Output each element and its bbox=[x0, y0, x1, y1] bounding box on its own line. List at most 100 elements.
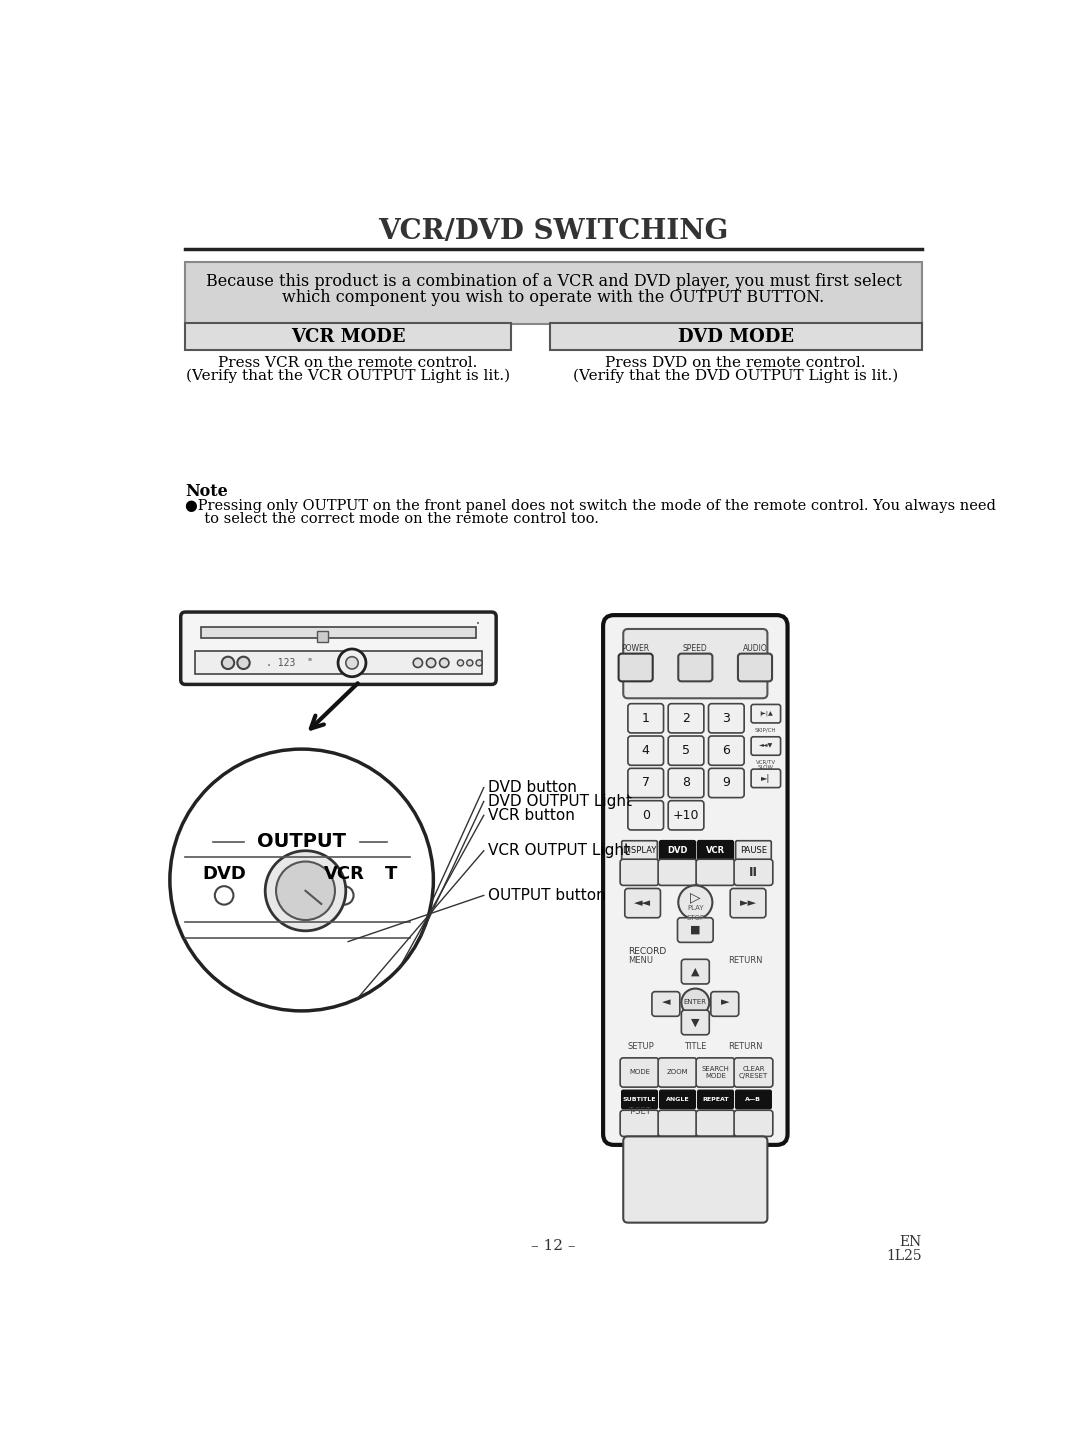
FancyBboxPatch shape bbox=[658, 1058, 697, 1087]
Text: MENU: MENU bbox=[627, 957, 653, 965]
Circle shape bbox=[458, 659, 463, 666]
FancyBboxPatch shape bbox=[678, 654, 713, 681]
Text: VCR button: VCR button bbox=[488, 808, 575, 822]
Circle shape bbox=[346, 656, 359, 669]
Text: |►|▲: |►|▲ bbox=[759, 711, 772, 716]
Circle shape bbox=[266, 851, 346, 931]
FancyBboxPatch shape bbox=[658, 859, 697, 885]
Text: •: • bbox=[475, 622, 480, 628]
Text: VCR MODE: VCR MODE bbox=[291, 327, 405, 346]
Text: MODE: MODE bbox=[629, 1070, 650, 1075]
Circle shape bbox=[221, 656, 234, 669]
Text: 7: 7 bbox=[642, 776, 650, 789]
FancyBboxPatch shape bbox=[669, 801, 704, 829]
Text: 4: 4 bbox=[642, 744, 650, 756]
Text: ▷: ▷ bbox=[690, 891, 701, 905]
Circle shape bbox=[335, 887, 353, 905]
Text: . 123  ": . 123 " bbox=[267, 658, 313, 668]
Text: PAUSE: PAUSE bbox=[740, 847, 767, 855]
Text: ■: ■ bbox=[690, 925, 701, 935]
Text: DVD: DVD bbox=[667, 847, 688, 855]
Text: Press VCR on the remote control.: Press VCR on the remote control. bbox=[218, 356, 477, 369]
Text: Note: Note bbox=[186, 483, 228, 499]
FancyBboxPatch shape bbox=[622, 1090, 658, 1108]
Text: RETURN: RETURN bbox=[728, 1042, 762, 1051]
Text: REPEAT: REPEAT bbox=[702, 1097, 729, 1103]
Text: – 12 –: – 12 – bbox=[531, 1238, 576, 1253]
FancyBboxPatch shape bbox=[660, 841, 696, 861]
Circle shape bbox=[338, 649, 366, 676]
Circle shape bbox=[467, 659, 473, 666]
Bar bbox=[550, 323, 921, 350]
FancyBboxPatch shape bbox=[627, 801, 663, 829]
FancyBboxPatch shape bbox=[735, 1090, 771, 1108]
Text: 8: 8 bbox=[683, 776, 690, 789]
FancyBboxPatch shape bbox=[622, 841, 658, 861]
Text: Press DVD on the remote control.: Press DVD on the remote control. bbox=[606, 356, 866, 369]
FancyBboxPatch shape bbox=[734, 1110, 773, 1137]
Text: VCR: VCR bbox=[706, 847, 725, 855]
Text: 1L25: 1L25 bbox=[886, 1248, 921, 1263]
Text: DISPLAY: DISPLAY bbox=[622, 847, 657, 855]
Circle shape bbox=[170, 749, 433, 1011]
FancyBboxPatch shape bbox=[620, 859, 659, 885]
Text: ◄: ◄ bbox=[662, 998, 670, 1007]
Text: ANGLE: ANGLE bbox=[665, 1097, 689, 1103]
FancyBboxPatch shape bbox=[660, 1090, 696, 1108]
Text: ENTER: ENTER bbox=[684, 1000, 706, 1005]
Circle shape bbox=[427, 658, 435, 668]
Text: ▲: ▲ bbox=[691, 967, 700, 977]
Text: RECORD: RECORD bbox=[627, 947, 666, 957]
FancyBboxPatch shape bbox=[751, 769, 781, 788]
FancyBboxPatch shape bbox=[734, 1058, 773, 1087]
Text: ●Pressing only OUTPUT on the front panel does not switch the mode of the remote : ●Pressing only OUTPUT on the front panel… bbox=[186, 499, 996, 513]
Circle shape bbox=[276, 861, 335, 919]
FancyBboxPatch shape bbox=[711, 991, 739, 1017]
Circle shape bbox=[476, 659, 482, 666]
FancyBboxPatch shape bbox=[652, 991, 679, 1017]
Text: OUTPUT: OUTPUT bbox=[257, 832, 346, 851]
FancyBboxPatch shape bbox=[751, 705, 781, 724]
FancyBboxPatch shape bbox=[620, 1058, 659, 1087]
Text: SLOW: SLOW bbox=[758, 765, 774, 771]
Text: ►: ► bbox=[720, 998, 729, 1007]
Text: SEARCH
MODE: SEARCH MODE bbox=[702, 1065, 729, 1080]
FancyBboxPatch shape bbox=[669, 768, 704, 798]
Text: T: T bbox=[384, 865, 397, 882]
Text: EN: EN bbox=[900, 1236, 921, 1248]
FancyBboxPatch shape bbox=[603, 615, 787, 1145]
Circle shape bbox=[414, 658, 422, 668]
FancyBboxPatch shape bbox=[698, 841, 733, 861]
Text: STOP: STOP bbox=[686, 915, 704, 921]
Text: SETUP: SETUP bbox=[627, 1042, 654, 1051]
Text: 0: 0 bbox=[642, 809, 650, 822]
Text: ►►: ►► bbox=[740, 898, 756, 908]
Text: VCR OUTPUT Light: VCR OUTPUT Light bbox=[488, 844, 630, 858]
FancyBboxPatch shape bbox=[180, 612, 496, 685]
Bar bbox=[186, 323, 511, 350]
Text: A—B: A—B bbox=[745, 1097, 761, 1103]
FancyBboxPatch shape bbox=[627, 704, 663, 734]
Text: OUTPUT button: OUTPUT button bbox=[488, 888, 606, 902]
Text: SPEED: SPEED bbox=[683, 645, 707, 654]
Text: DVD: DVD bbox=[202, 865, 246, 882]
FancyBboxPatch shape bbox=[735, 841, 771, 861]
Circle shape bbox=[681, 988, 710, 1017]
FancyBboxPatch shape bbox=[708, 704, 744, 734]
FancyBboxPatch shape bbox=[697, 859, 734, 885]
FancyBboxPatch shape bbox=[708, 736, 744, 765]
Text: +10: +10 bbox=[673, 809, 699, 822]
FancyBboxPatch shape bbox=[738, 654, 772, 681]
FancyBboxPatch shape bbox=[751, 736, 781, 755]
FancyBboxPatch shape bbox=[681, 960, 710, 984]
Circle shape bbox=[440, 658, 449, 668]
Text: (Verify that the VCR OUTPUT Light is lit.): (Verify that the VCR OUTPUT Light is lit… bbox=[186, 369, 510, 383]
FancyBboxPatch shape bbox=[697, 1058, 734, 1087]
Text: PLAY: PLAY bbox=[687, 905, 704, 911]
FancyBboxPatch shape bbox=[669, 704, 704, 734]
Text: to select the correct mode on the remote control too.: to select the correct mode on the remote… bbox=[195, 512, 599, 526]
FancyBboxPatch shape bbox=[627, 768, 663, 798]
Text: II: II bbox=[748, 865, 758, 879]
Text: 6: 6 bbox=[723, 744, 730, 756]
FancyBboxPatch shape bbox=[619, 654, 652, 681]
